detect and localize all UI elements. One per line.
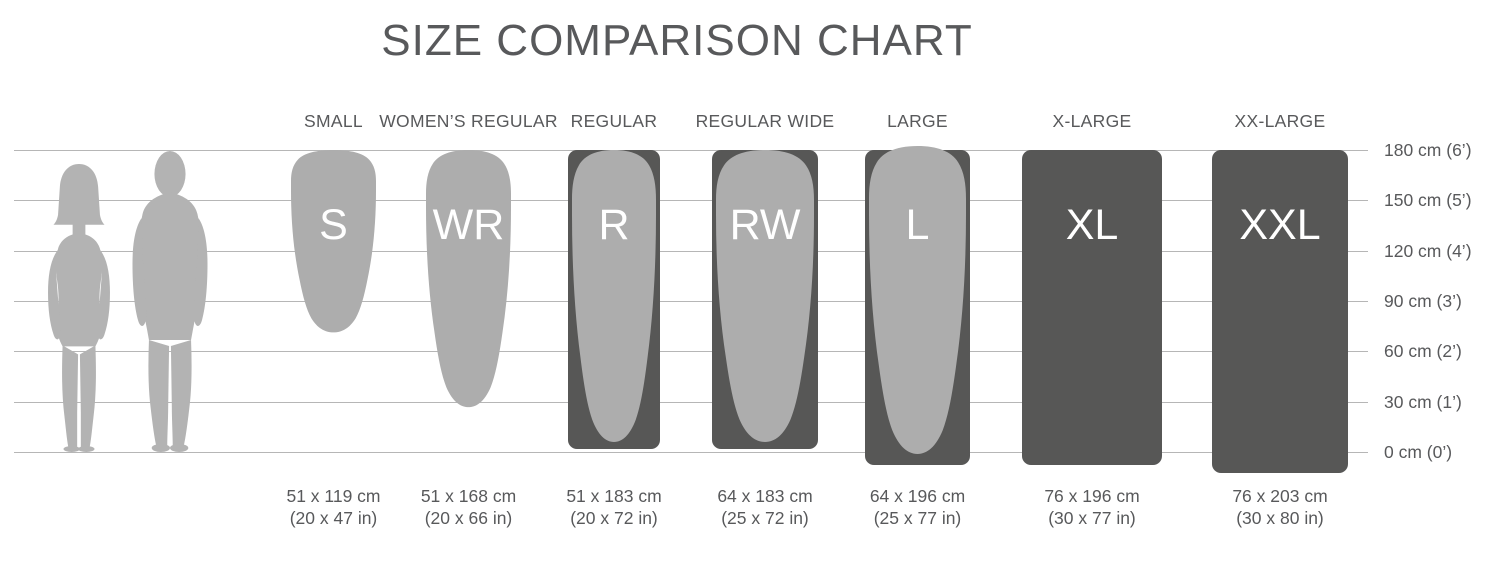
size-header-rw: REGULAR WIDE [695, 111, 835, 131]
pad-shape-xxl [1212, 150, 1348, 473]
pad-dimensions-wr: 51 x 168 cm (20 x 66 in) [369, 486, 569, 529]
pad-dimensions-cm: 51 x 183 cm [566, 486, 662, 506]
size-header-wr: WOMEN’S REGULAR [379, 111, 558, 131]
pad-dimensions-l: 64 x 196 cm (25 x 77 in) [818, 486, 1018, 529]
mummy-pad-outline [869, 146, 966, 454]
axis-tick-label: 30 cm (1’) [1384, 391, 1462, 412]
size-header-xxl: XX-LARGE [1234, 111, 1326, 131]
pad-dimensions-cm: 51 x 119 cm [286, 486, 381, 506]
pad-code-label-xxl: XXL [1239, 201, 1321, 249]
size-header-l: LARGE [887, 111, 948, 131]
axis-tick-label: 180 cm (6’) [1384, 140, 1472, 160]
mummy-pad-outline [426, 150, 511, 408]
pad-shape-xl [1022, 150, 1162, 465]
axis-tick-label: 60 cm (2’) [1384, 341, 1462, 362]
gridline-90cm [14, 301, 1368, 302]
pad-dimensions-xxl: 76 x 203 cm (30 x 80 in) [1180, 486, 1380, 529]
axis-tick-label: 120 cm (4’) [1384, 240, 1472, 261]
pad-dimensions-in: (20 x 72 in) [570, 507, 658, 528]
gridline-120cm [14, 250, 1368, 252]
pad-shape-s [291, 150, 376, 333]
mummy-pad-outline [291, 150, 376, 333]
pad-dimensions-cm: 76 x 196 cm [1044, 486, 1140, 506]
pad-dimensions-cm: 51 x 168 cm [420, 486, 517, 506]
pad-inner-mummy-rw [716, 150, 814, 443]
gridline-0cm [14, 452, 1368, 453]
pad-dimensions-xl: 76 x 196 cm (30 x 77 in) [992, 486, 1192, 529]
pad-inner-mummy-l [869, 146, 966, 454]
size-header-r: REGULAR [570, 111, 658, 131]
pad-shape-wr [426, 150, 511, 408]
pad-dimensions-in: (25 x 77 in) [873, 507, 962, 528]
axis-tick-label: 90 cm (3’) [1384, 291, 1462, 311]
pad-code-label-l: L [905, 201, 930, 249]
size-header-xl: X-LARGE [1052, 111, 1132, 131]
pad-dimensions-in: (20 x 66 in) [424, 507, 513, 528]
pad-dimensions-rw: 64 x 183 cm (25 x 72 in) [665, 486, 865, 529]
axis-tick-label: 0 cm (0’) [1384, 442, 1453, 462]
pad-dimensions-cm: 64 x 196 cm [869, 486, 966, 506]
gridline-60cm [14, 351, 1368, 353]
pad-code-label-r: R [598, 201, 630, 249]
gridline-180cm [14, 150, 1368, 151]
man-silhouette [132, 151, 208, 452]
axis-tick-label: 150 cm (5’) [1384, 190, 1472, 211]
pad-code-label-xl: XL [1065, 201, 1119, 249]
pad-dimensions-in: (30 x 80 in) [1236, 507, 1324, 528]
pad-dimensions-r: 51 x 183 cm (20 x 72 in) [514, 486, 714, 529]
pad-dimensions-in: (20 x 47 in) [289, 507, 378, 528]
gridline-150cm [14, 200, 1368, 202]
mummy-pad-outline [572, 150, 656, 443]
pad-code-label-s: S [319, 201, 348, 249]
page-title: SIZE COMPARISON CHART [381, 16, 973, 65]
mummy-pad-outline [716, 150, 814, 443]
gridline-30cm [14, 401, 1368, 403]
pad-dimensions-cm: 64 x 183 cm [717, 486, 813, 506]
pad-inner-mummy-r [572, 150, 656, 443]
pad-dimensions-in: (25 x 72 in) [721, 507, 809, 528]
size-header-s: SMALL [304, 111, 363, 131]
pad-dimensions-cm: 76 x 203 cm [1232, 486, 1328, 506]
pad-code-label-rw: RW [729, 201, 801, 249]
pad-code-label-wr: WR [432, 201, 505, 249]
woman-silhouette [48, 163, 110, 452]
pad-dimensions-in: (30 x 77 in) [1048, 507, 1136, 528]
pad-dimensions-s: 51 x 119 cm (20 x 47 in) [234, 486, 434, 529]
